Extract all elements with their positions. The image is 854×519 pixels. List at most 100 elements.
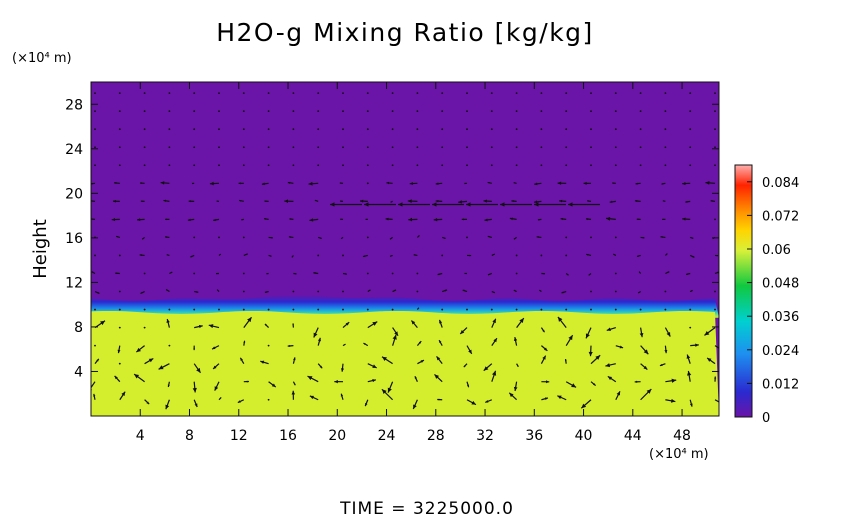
wind-vector (292, 290, 295, 293)
wind-vector (461, 218, 468, 221)
wind-vector (342, 128, 344, 131)
wind-vector (714, 164, 716, 167)
wind-vector (381, 356, 393, 365)
wind-vector (188, 200, 195, 203)
wind-vector (541, 397, 549, 401)
wind-vector (689, 254, 695, 258)
wind-vector (391, 128, 394, 131)
wind-vector (664, 290, 667, 293)
wind-vector (462, 289, 468, 293)
wind-vector (168, 164, 171, 167)
wind-vector (515, 272, 518, 275)
wind-vector (639, 327, 644, 338)
wind-vector (143, 164, 146, 167)
wind-vector (515, 110, 518, 113)
wind-vector (513, 289, 517, 293)
wind-vector (317, 290, 320, 293)
wind-vector (704, 327, 716, 336)
wind-vector (541, 380, 550, 384)
wind-vector (614, 236, 617, 239)
wind-vector (392, 334, 397, 346)
wind-vector (313, 327, 319, 338)
wind-vector (689, 110, 692, 113)
wind-vector (639, 308, 642, 311)
wind-vector (143, 326, 146, 329)
wind-vector (659, 363, 666, 367)
colorbar-tick-label: 0 (762, 411, 770, 426)
wind-vector (218, 92, 220, 95)
y-tick-label: 24 (65, 142, 83, 158)
wind-vector (314, 199, 319, 202)
wind-vector (263, 218, 269, 220)
wind-vector (516, 363, 519, 368)
wind-vector (540, 146, 543, 149)
wind-vector (166, 254, 170, 257)
wind-vector (216, 200, 220, 202)
wind-vector (682, 181, 691, 186)
wind-vector (242, 290, 245, 293)
wind-vector (94, 92, 96, 95)
wind-vector (565, 164, 568, 167)
wind-vector (94, 290, 100, 294)
wind-vector (242, 308, 245, 311)
wind-vector (580, 399, 592, 409)
wind-vector (292, 128, 295, 131)
wind-vector (490, 110, 493, 113)
wind-vector (111, 217, 120, 222)
x-tick-label: 16 (279, 428, 297, 444)
wind-vector (441, 164, 444, 167)
wind-vector (515, 164, 518, 167)
wind-vector (94, 308, 96, 311)
wind-vector (391, 164, 394, 167)
chart-title: H2O-g Mixing Ratio [kg/kg] (216, 18, 594, 47)
wind-vector (216, 289, 220, 292)
wind-vector (118, 290, 121, 293)
wind-vector (491, 370, 497, 382)
wind-vector (118, 164, 121, 167)
wind-vector (665, 271, 670, 275)
wind-vector (416, 235, 420, 238)
wind-vector (540, 92, 543, 95)
wind-vector (193, 399, 198, 408)
wind-vector (588, 273, 592, 276)
wind-vector (342, 272, 348, 275)
wind-vector (342, 254, 344, 257)
wind-vector (289, 218, 294, 220)
wind-vector (317, 308, 320, 311)
colorbar-tick-label: 0.072 (762, 209, 799, 224)
wind-vector (144, 357, 154, 365)
wind-vector (366, 164, 369, 167)
x-tick-label: 28 (427, 428, 445, 444)
wind-vector (664, 110, 667, 113)
wind-vector (588, 345, 593, 357)
wind-vector (590, 290, 592, 293)
wind-vector (140, 290, 145, 295)
wind-vector (309, 218, 319, 222)
x-unit-label: (×10⁴ m) (649, 447, 709, 462)
wind-vector (466, 345, 473, 355)
x-tick-label: 44 (624, 428, 642, 444)
wind-vector (237, 399, 245, 404)
wind-vector (660, 236, 666, 239)
wind-vector (583, 181, 592, 185)
wind-vector (366, 146, 369, 149)
wind-vector (143, 308, 146, 311)
wind-vector (565, 334, 574, 346)
wind-vector (483, 363, 493, 372)
wind-vector (94, 110, 96, 113)
wind-vector (218, 236, 220, 239)
wind-vector (389, 236, 393, 240)
wind-vector (93, 393, 96, 400)
wind-vector (565, 254, 568, 257)
wind-vector (634, 380, 641, 383)
wind-vector (706, 357, 716, 365)
wind-vector (193, 128, 196, 131)
wind-vector (590, 381, 597, 386)
wind-vector (391, 92, 394, 95)
wind-vector (435, 199, 443, 203)
wind-vector (392, 289, 397, 293)
wind-vector (208, 324, 220, 329)
wind-vector (192, 381, 197, 393)
wind-vector (340, 363, 345, 372)
